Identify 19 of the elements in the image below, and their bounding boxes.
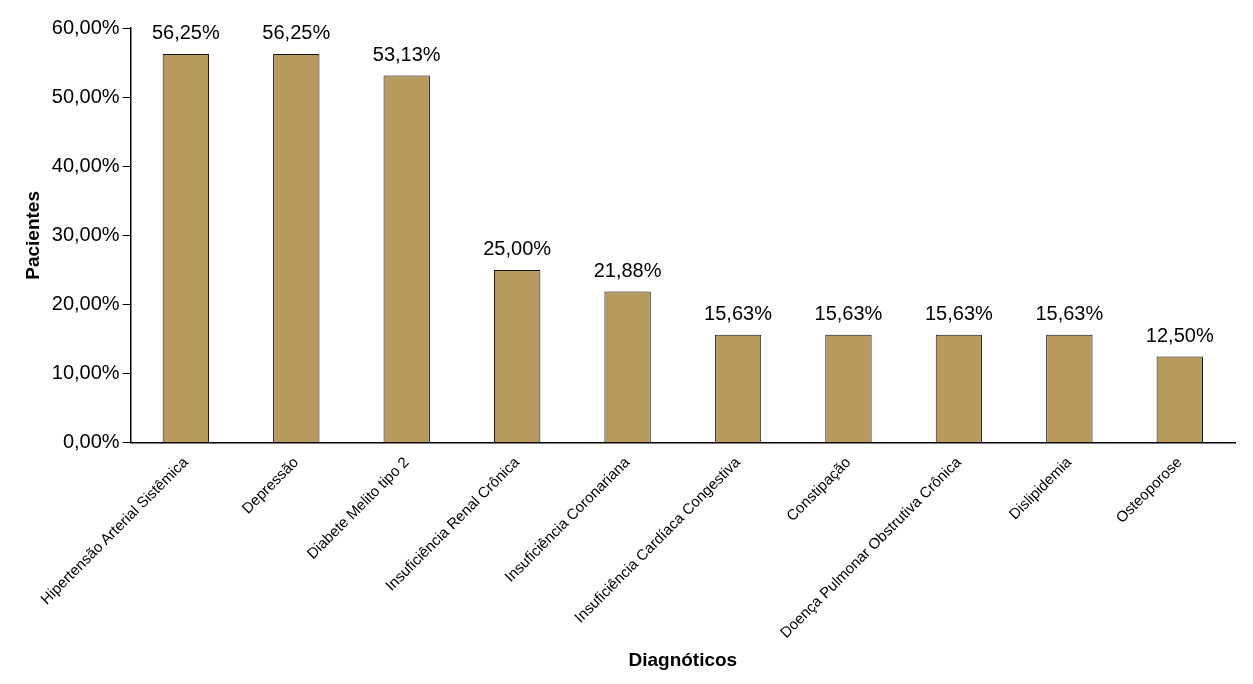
y-tick-label: 0,00% xyxy=(62,430,120,453)
y-tick-label: 50,00% xyxy=(51,84,120,107)
y-tick-label: 30,00% xyxy=(51,222,120,245)
data-label: 21,88% xyxy=(593,259,662,282)
data-label: 53,13% xyxy=(372,43,441,66)
data-label: 56,25% xyxy=(151,21,220,44)
y-tick-label: 40,00% xyxy=(51,153,120,176)
data-label: 15,63% xyxy=(924,302,994,325)
x-axis-title: Diagnóticos xyxy=(628,648,738,670)
y-tick-label: 10,00% xyxy=(51,361,120,384)
y-tick-label: 20,00% xyxy=(51,292,120,315)
data-label: 12,50% xyxy=(1145,323,1214,346)
data-label: 56,25% xyxy=(262,21,331,44)
data-label: 15,63% xyxy=(1035,302,1104,325)
data-label: 15,63% xyxy=(704,302,773,325)
y-axis-title: Pacientes xyxy=(21,191,43,280)
y-tick-label: 60,00% xyxy=(51,15,120,38)
data-label: 15,63% xyxy=(814,302,883,325)
data-label: 25,00% xyxy=(483,237,552,260)
